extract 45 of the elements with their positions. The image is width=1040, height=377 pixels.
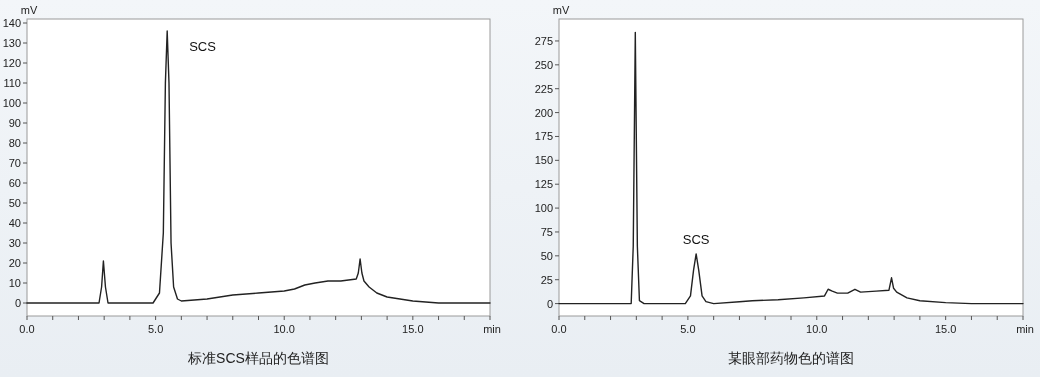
y-tick-label: 0 <box>14 297 21 309</box>
x-axis-title: min <box>483 323 501 335</box>
y-tick-label: 20 <box>8 257 21 269</box>
y-axis-title: mV <box>552 4 570 16</box>
y-tick-label: 80 <box>8 137 21 149</box>
y-tick-label: 10 <box>8 277 21 289</box>
x-axis-title: min <box>1016 323 1034 335</box>
y-tick-label: 225 <box>534 82 553 95</box>
y-tick-label: 75 <box>540 225 553 238</box>
line-series <box>558 31 1024 305</box>
y-tick-label: 150 <box>534 154 553 167</box>
y-tick-label: 100 <box>534 202 553 215</box>
y-axis-title: mV <box>20 4 38 16</box>
y-tick-label: 140 <box>2 17 21 29</box>
y-tick-label: 275 <box>534 34 553 47</box>
x-tick-label: 0.0 <box>19 323 35 335</box>
x-tick-label: 15.0 <box>934 323 957 335</box>
y-tick-label: 175 <box>534 130 553 143</box>
text: 某眼部药物色的谱图 <box>728 350 854 366</box>
y-tick-label: 30 <box>8 237 21 249</box>
x-tick-label: 0.0 <box>551 323 567 335</box>
y-tick-label: 40 <box>8 217 21 229</box>
y-tick-label: 130 <box>2 37 21 49</box>
x-tick-label: 15.0 <box>402 323 424 335</box>
y-tick-label: 250 <box>534 58 553 71</box>
text: 标准SCS样品的色谱图 <box>187 350 329 366</box>
y-tick-label: 100 <box>2 97 21 109</box>
y-tick-label: 60 <box>8 177 21 189</box>
line-series <box>26 30 491 304</box>
x-tick-label: 10.0 <box>273 323 295 335</box>
y-tick-label: 50 <box>8 197 21 209</box>
y-tick-label: 110 <box>3 77 21 89</box>
y-tick-label: 0 <box>546 297 553 310</box>
y-tick-label: 200 <box>534 106 553 119</box>
x-tick-label: 10.0 <box>806 323 828 335</box>
y-tick-label: 120 <box>2 57 21 69</box>
y-tick-label: 50 <box>540 249 553 262</box>
annotation: SCS <box>189 39 217 54</box>
y-tick-label: 70 <box>8 157 21 169</box>
y-tick-label: 125 <box>534 178 553 191</box>
y-tick-label: 90 <box>8 117 21 129</box>
y-tick-label: 25 <box>540 273 553 286</box>
x-tick-label: 5.0 <box>147 323 164 335</box>
x-tick-label: 5.0 <box>680 323 696 335</box>
annotation: SCS <box>682 231 710 247</box>
